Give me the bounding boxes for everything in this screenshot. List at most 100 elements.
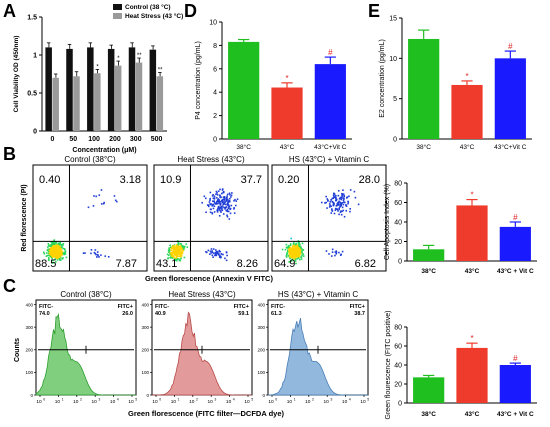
scatter-point: [224, 200, 227, 203]
scatter-point: [349, 189, 352, 191]
y-tick-label: 200: [25, 348, 33, 353]
scatter-point: [59, 251, 62, 254]
scatter-point: [295, 262, 297, 265]
bar: [456, 347, 488, 403]
significance-mark: *: [285, 74, 288, 83]
scatter-point: [51, 255, 54, 257]
y-axis-label: Green flourescence (FITC positive): [385, 311, 392, 420]
scatter-point: [293, 243, 295, 246]
scatter-point: [221, 192, 223, 195]
panel-letter-b: B: [3, 144, 16, 164]
scatter-point: [52, 250, 55, 253]
scatter-point: [332, 197, 335, 199]
scatter-point: [210, 208, 212, 211]
scatter-point: [170, 249, 173, 252]
scatter-point: [341, 197, 343, 199]
scatter-point: [214, 253, 217, 255]
category-label: 500: [151, 136, 163, 143]
scatter-point: [179, 245, 182, 247]
scatter-point: [220, 253, 223, 255]
scatter-point: [299, 251, 302, 253]
scatter-point: [59, 241, 62, 244]
scatter-point: [180, 254, 183, 257]
scatter-point: [115, 200, 118, 203]
panel-b-flow-plots: Control (38°C) 0.40 3.18 88.5 7.87 Heat Stres…: [21, 155, 387, 283]
scatter-point: [203, 195, 206, 198]
scatter-point: [295, 247, 298, 250]
scatter-point: [219, 194, 221, 197]
scatter-point: [294, 244, 297, 246]
scatter-point: [294, 259, 297, 262]
legend-swatch: [113, 13, 122, 19]
scatter-point: [52, 249, 54, 252]
scatter-point: [295, 246, 298, 249]
y-tick-label: 40: [394, 220, 402, 227]
y-tick-label: 1.5: [27, 15, 37, 22]
scatter-point: [54, 251, 56, 253]
scatter-point: [227, 210, 230, 213]
y-tick-label: 0: [30, 393, 33, 398]
scatter-point: [60, 243, 63, 246]
scatter-point: [337, 204, 339, 206]
scatter-point: [299, 253, 301, 256]
scatter-point: [343, 201, 345, 203]
scatter-point: [341, 201, 344, 204]
scatter-point: [220, 196, 222, 199]
scatter-point: [339, 196, 342, 199]
scatter-point: [289, 255, 291, 258]
bar: [456, 205, 488, 261]
scatter-point: [337, 201, 340, 204]
bar: [499, 365, 531, 403]
scatter-point: [62, 247, 65, 250]
scatter-point: [54, 247, 57, 250]
scatter-point: [343, 201, 346, 204]
scatter-point: [301, 250, 303, 253]
scatter-point: [226, 208, 229, 211]
scatter-point: [328, 253, 330, 255]
scatter-point: [346, 196, 349, 198]
scatter-point: [51, 250, 54, 253]
scatter-point: [180, 251, 182, 253]
scatter-point: [216, 192, 218, 194]
scatter-point: [320, 201, 323, 204]
scatter-point: [49, 252, 52, 255]
scatter-point: [335, 250, 338, 252]
quadrant-upper-left: 10.9: [160, 174, 181, 186]
scatter-point: [342, 189, 344, 191]
scatter-point: [57, 245, 60, 248]
y-tick-label: 20: [394, 382, 402, 389]
bar: [314, 64, 346, 139]
scatter-point: [218, 201, 220, 204]
bar: [413, 249, 445, 261]
scatter-point: [325, 250, 328, 252]
scatter-point: [335, 197, 337, 200]
scatter-point: [297, 242, 300, 244]
scatter-point: [60, 251, 63, 253]
scatter-point: [340, 204, 342, 207]
category-label: 200: [109, 136, 121, 143]
scatter-point: [340, 197, 342, 199]
category-label: 43°C + Vit C: [497, 410, 534, 418]
scatter-point: [235, 200, 238, 202]
scatter-point: [47, 258, 50, 260]
x-tick-base: 10: [36, 399, 42, 405]
scatter-point: [98, 194, 101, 196]
scatter-point: [178, 259, 181, 262]
scatter-point: [230, 194, 233, 197]
legend-label: Heat Stress (43 °C): [125, 12, 183, 20]
scatter-point: [216, 199, 219, 201]
scatter-point: [226, 198, 229, 201]
scatter-point: [213, 195, 216, 198]
scatter-point: [302, 253, 305, 255]
y-tick-label: 10: [209, 20, 217, 27]
scatter-point: [53, 253, 55, 256]
scatter-point: [337, 210, 339, 212]
scatter-point: [339, 205, 341, 208]
scatter-point: [210, 248, 213, 250]
plot-title: HS (43°C) + Vitamin C: [289, 155, 369, 164]
scatter-point: [281, 248, 284, 251]
x-tick-exponent: 2: [196, 398, 198, 402]
scatter-point: [300, 258, 303, 260]
scatter-point: [170, 255, 172, 257]
scatter-point: [215, 250, 218, 253]
